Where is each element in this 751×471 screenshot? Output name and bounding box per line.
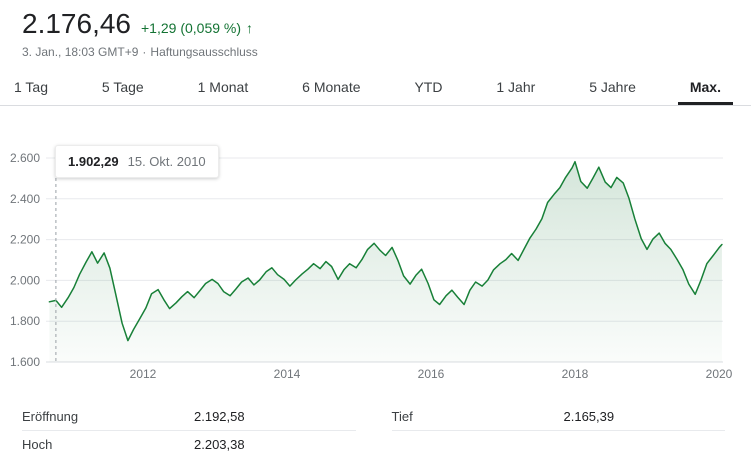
chart-tooltip: 1.902,29 15. Okt. 2010	[55, 145, 219, 178]
stat-label-hoch: Hoch	[22, 437, 53, 452]
tab-6-monate[interactable]: 6 Monate	[302, 79, 361, 95]
timestamp: 3. Jan., 18:03 GMT+9	[22, 45, 139, 59]
tab-5-jahre[interactable]: 5 Jahre	[589, 79, 636, 95]
stats-column-left: Eröffnung 2.192,58 Hoch 2.203,38	[22, 403, 356, 458]
x-tick-label: 2020	[706, 367, 733, 381]
tab-1-tag[interactable]: 1 Tag	[14, 79, 48, 95]
tab-max[interactable]: Max.	[677, 79, 733, 105]
y-tick-label: 1.600	[10, 355, 40, 369]
stats-column-right: Tief 2.165,39	[391, 403, 725, 458]
y-tick-label: 2.400	[10, 192, 40, 206]
area-fill	[49, 161, 722, 362]
stat-label-tief: Tief	[391, 409, 413, 424]
tab-5-tage[interactable]: 5 Tage	[101, 79, 144, 95]
tab-ytd[interactable]: YTD	[414, 79, 443, 95]
price-chart[interactable]: 1.600 1.800 2.000 2.200 2.400 2.600 2012 2014 20…	[0, 106, 751, 391]
up-arrow-icon: ↑	[246, 20, 254, 36]
tab-1-jahr[interactable]: 1 Jahr	[496, 79, 536, 95]
price-change: +1,29 (0,059 %)	[141, 20, 242, 36]
price-line	[48, 160, 723, 342]
x-tick-label: 2012	[130, 367, 157, 381]
stat-value-tief: 2.165,39	[563, 409, 615, 424]
y-tick-label: 1.800	[10, 314, 40, 328]
key-stats: Eröffnung 2.192,58 Hoch 2.203,38 Tief 2.…	[22, 403, 725, 458]
y-tick-label: 2.200	[10, 233, 40, 247]
y-tick-label: 2.000	[10, 273, 40, 287]
quote-meta: 3. Jan., 18:03 GMT+9 · Haftungsausschluss	[22, 45, 751, 59]
price-row: 2.176,46 +1,29 (0,059 %) ↑	[22, 8, 751, 40]
x-tick-label: 2014	[274, 367, 301, 381]
stat-label-eroeffnung: Eröffnung	[22, 409, 79, 424]
separator-dot: ·	[142, 45, 147, 59]
x-tick-label: 2018	[562, 367, 589, 381]
current-price: 2.176,46	[22, 8, 131, 39]
time-range-tabs: 1 Tag 5 Tage 1 Monat 6 Monate YTD 1 Jahr…	[0, 73, 751, 106]
tab-1-monat[interactable]: 1 Monat	[197, 79, 249, 95]
stat-value-eroeffnung: 2.192,58	[194, 409, 245, 424]
y-tick-label: 2.600	[10, 151, 40, 165]
tooltip-value: 1.902,29	[68, 154, 119, 169]
stat-row-hoch: Hoch 2.203,38	[22, 431, 356, 458]
quote-header: 2.176,46 +1,29 (0,059 %) ↑ 3. Jan., 18:0…	[0, 0, 751, 59]
disclaimer-link[interactable]: Haftungsausschluss	[150, 45, 258, 59]
tooltip-date: 15. Okt. 2010	[127, 154, 206, 169]
x-tick-label: 2016	[418, 367, 445, 381]
stat-row-tief: Tief 2.165,39	[391, 403, 725, 431]
stat-row-eroeffnung: Eröffnung 2.192,58	[22, 403, 356, 431]
stat-value-hoch: 2.203,38	[194, 437, 245, 452]
